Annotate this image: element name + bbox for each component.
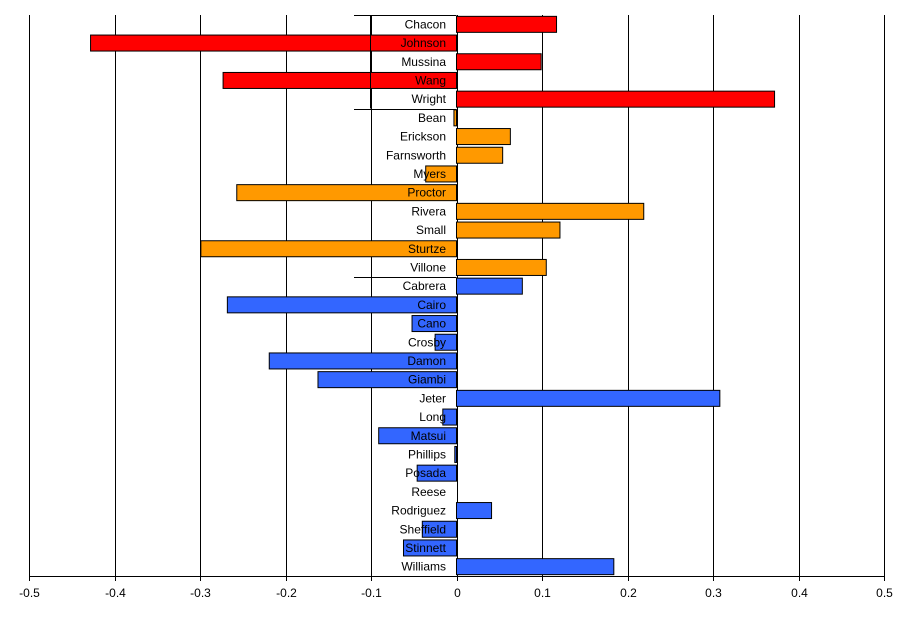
category-label: Villone [410,260,446,274]
category-label: Johnson [401,36,446,50]
bar-sheffield [421,520,457,538]
x-tick-label: -0.1 [361,586,382,600]
bar-myers [425,165,458,183]
category-label: Long [419,410,446,424]
bar-small [456,221,561,239]
x-tick-label: 0.5 [876,586,893,600]
bar-phillips [454,445,458,463]
bar-cano [411,315,458,333]
category-label: Sturtze [408,242,446,256]
category-label: Farnsworth [386,148,446,162]
bar-rodriguez [456,502,493,520]
category-label: Proctor [407,186,446,200]
category-label: Mussina [401,55,446,69]
category-label: Stinnett [405,541,446,555]
bar-long [442,408,458,426]
category-label: Damon [407,354,446,368]
bar-damon [268,352,457,370]
category-label: Reese [411,485,446,499]
category-label: Jeter [419,391,446,405]
x-tick-label: 0.3 [705,586,722,600]
bar-wright [456,90,776,108]
category-label: Phillips [408,447,446,461]
x-axis: -0.5 -0.4 -0.3 -0.2 -0.1 0 0.1 0.2 0.3 0.4 0.5 [19,576,893,600]
x-tick-label: 0.4 [791,586,808,600]
bar-chacon [456,15,558,33]
category-label: Cairo [417,298,446,312]
bar-stinnett [402,539,457,557]
category-label: Chacon [405,17,446,31]
category-label: Cabrera [403,279,447,293]
bar-cairo [226,296,457,314]
category-label: Rivera [411,204,446,218]
x-tick-label: 0 [454,586,461,600]
bar-proctor [236,184,457,202]
bar-farnsworth [456,146,504,164]
bar-giambi [317,371,457,389]
bar-williams [456,558,615,576]
category-label: Williams [401,560,446,574]
x-tick-label: -0.2 [276,586,297,600]
bar-jeter [456,389,721,407]
category-labels: Chacon Johnson Mussina Wang Wright Bean Ericks… [354,15,457,574]
category-label: Matsui [411,429,446,443]
category-label: Myers [413,167,446,181]
bar-wang [222,71,457,89]
bar-crosby [434,333,457,351]
bar-posada [416,464,458,482]
category-label: Sheffield [400,522,446,536]
category-label: Erickson [400,130,446,144]
x-tick-label: 0.2 [620,586,637,600]
x-tick-label: -0.5 [19,586,40,600]
gridlines [29,15,885,576]
bar-cabrera [456,277,523,295]
category-label: Crosby [408,335,446,349]
bar-erickson [456,128,511,146]
bar-villone [456,258,547,276]
category-label: Bean [418,111,446,125]
category-label: Wang [415,73,446,87]
bar-johnson [90,34,457,52]
category-label: Small [416,223,446,237]
category-label: Wright [412,92,447,106]
bar-sturtze [200,240,457,258]
category-label: Posada [405,466,446,480]
bar-bean [453,109,457,127]
category-label: Giambi [408,373,446,387]
bars [90,15,776,576]
category-label: Cano [417,317,446,331]
x-tick-label: -0.3 [190,586,211,600]
bar-rivera [456,202,645,220]
bar-mussina [456,53,542,71]
category-label: Rodriguez [391,504,446,518]
x-tick-label: 0.1 [534,586,551,600]
bar-matsui [378,427,458,445]
x-tick-label: -0.4 [105,586,126,600]
